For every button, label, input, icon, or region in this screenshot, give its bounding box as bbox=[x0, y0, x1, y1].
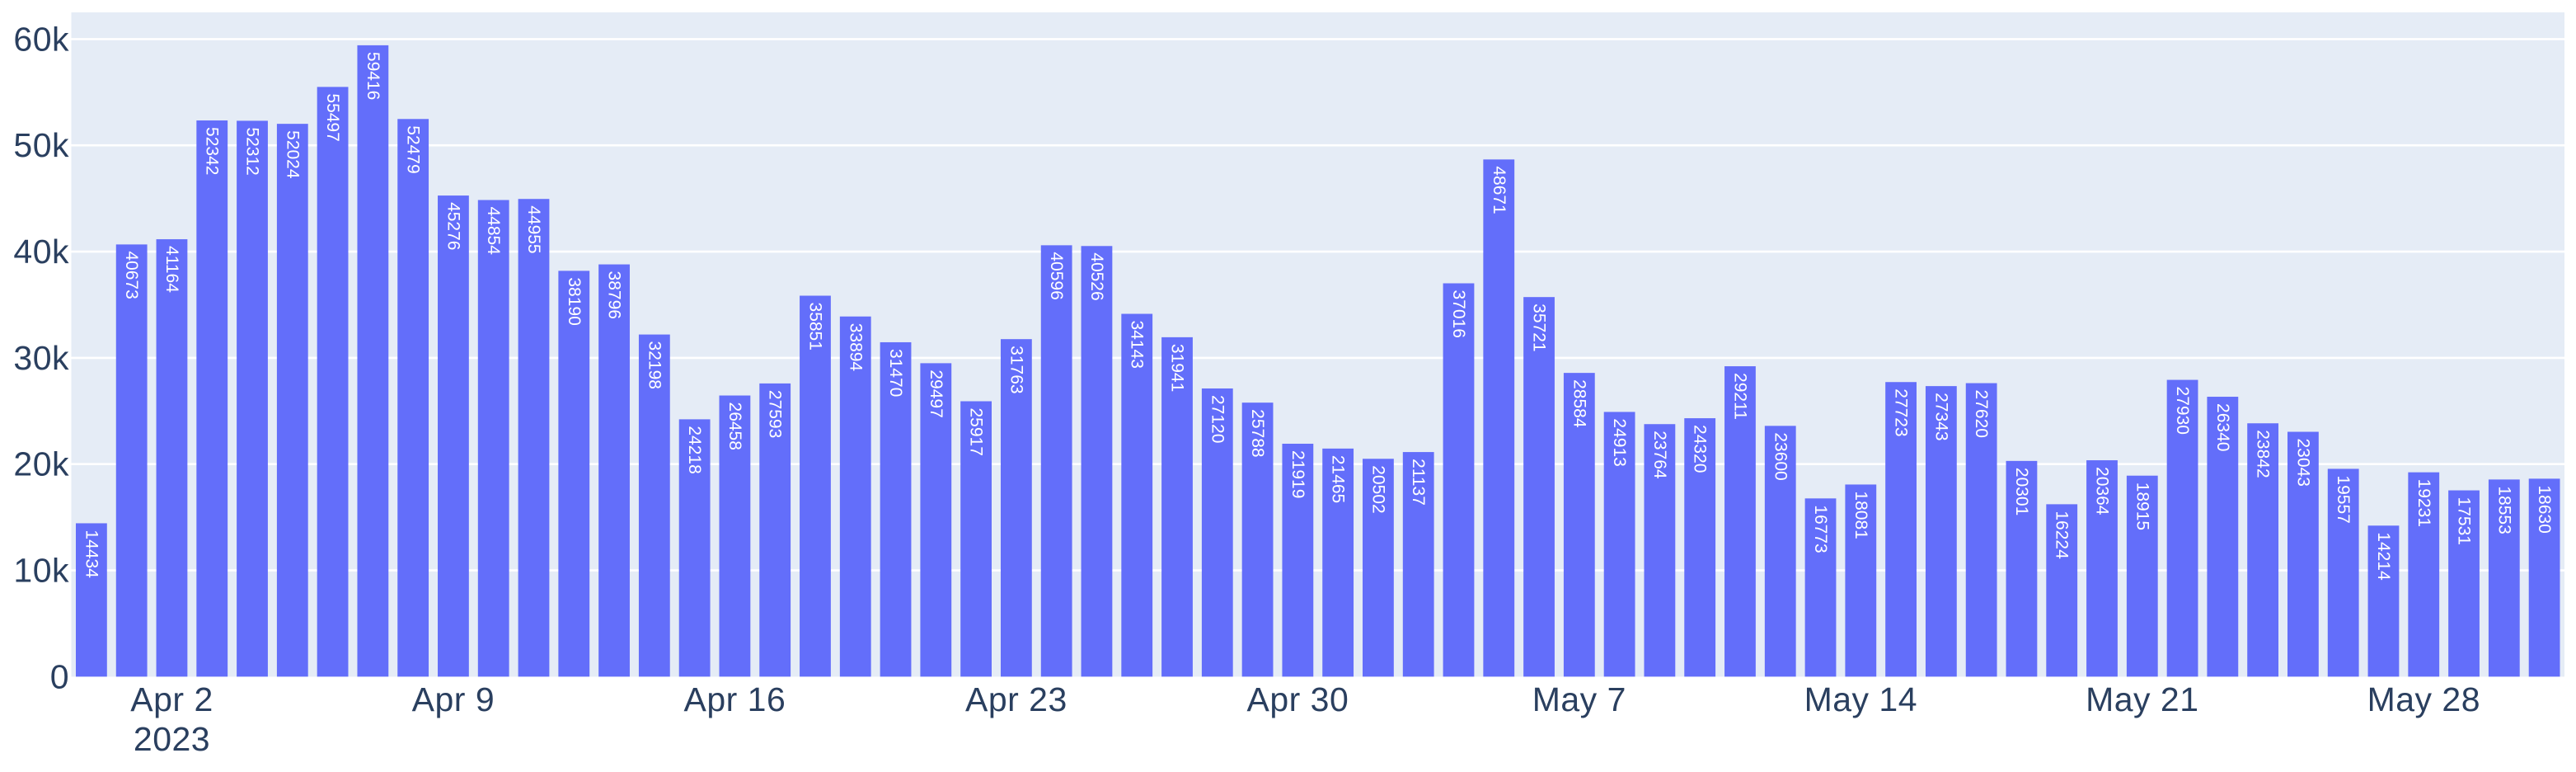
svg-text:2023: 2023 bbox=[134, 720, 210, 758]
svg-text:27120: 27120 bbox=[1208, 395, 1227, 443]
svg-text:25917: 25917 bbox=[967, 407, 986, 455]
svg-text:Apr 30: Apr 30 bbox=[1246, 680, 1349, 718]
svg-text:23600: 23600 bbox=[1771, 432, 1790, 480]
svg-text:Apr 16: Apr 16 bbox=[683, 680, 786, 718]
svg-text:27593: 27593 bbox=[766, 390, 785, 438]
svg-text:26340: 26340 bbox=[2213, 403, 2232, 451]
svg-text:May 14: May 14 bbox=[1804, 680, 1917, 718]
svg-text:20301: 20301 bbox=[2012, 468, 2031, 515]
svg-text:34143: 34143 bbox=[1128, 321, 1147, 369]
svg-text:27930: 27930 bbox=[2173, 387, 2192, 435]
svg-text:33894: 33894 bbox=[846, 323, 865, 372]
svg-text:27343: 27343 bbox=[1931, 393, 1950, 440]
svg-text:45276: 45276 bbox=[443, 202, 462, 250]
svg-text:38190: 38190 bbox=[565, 277, 584, 325]
svg-text:May 21: May 21 bbox=[2086, 680, 2198, 718]
svg-text:50k: 50k bbox=[13, 126, 69, 164]
svg-text:32198: 32198 bbox=[645, 341, 664, 389]
svg-text:19557: 19557 bbox=[2334, 475, 2353, 523]
svg-text:44955: 44955 bbox=[524, 205, 543, 253]
svg-text:24218: 24218 bbox=[685, 426, 704, 473]
svg-text:52479: 52479 bbox=[404, 125, 423, 173]
svg-text:23043: 23043 bbox=[2293, 439, 2312, 487]
svg-text:52312: 52312 bbox=[243, 127, 262, 175]
svg-text:20364: 20364 bbox=[2093, 467, 2112, 515]
svg-text:31763: 31763 bbox=[1006, 346, 1025, 393]
svg-text:52342: 52342 bbox=[203, 127, 222, 175]
svg-text:30k: 30k bbox=[13, 339, 69, 377]
svg-text:Apr 9: Apr 9 bbox=[412, 680, 495, 718]
svg-text:48671: 48671 bbox=[1490, 166, 1509, 214]
svg-text:35851: 35851 bbox=[805, 303, 824, 351]
svg-text:23842: 23842 bbox=[2254, 430, 2273, 478]
svg-text:Apr 2: Apr 2 bbox=[130, 680, 213, 718]
svg-text:0: 0 bbox=[50, 657, 69, 695]
svg-text:16773: 16773 bbox=[1811, 505, 1830, 553]
svg-text:18630: 18630 bbox=[2535, 485, 2554, 533]
svg-text:40596: 40596 bbox=[1047, 252, 1066, 299]
svg-text:May 28: May 28 bbox=[2367, 680, 2480, 718]
svg-text:19231: 19231 bbox=[2414, 479, 2433, 527]
svg-text:14434: 14434 bbox=[82, 530, 101, 578]
svg-text:27723: 27723 bbox=[1892, 388, 1911, 436]
svg-text:28584: 28584 bbox=[1570, 379, 1588, 428]
svg-text:16224: 16224 bbox=[2053, 511, 2072, 559]
svg-text:20502: 20502 bbox=[1368, 465, 1387, 513]
svg-text:52024: 52024 bbox=[283, 130, 302, 179]
svg-text:May 7: May 7 bbox=[1532, 680, 1626, 718]
svg-text:31470: 31470 bbox=[886, 349, 905, 397]
svg-text:Apr 23: Apr 23 bbox=[965, 680, 1067, 718]
svg-text:37016: 37016 bbox=[1449, 290, 1468, 338]
svg-text:38796: 38796 bbox=[605, 271, 624, 319]
svg-text:10k: 10k bbox=[13, 552, 69, 590]
svg-text:21465: 21465 bbox=[1329, 455, 1348, 503]
svg-text:18915: 18915 bbox=[2133, 482, 2151, 530]
svg-text:24320: 24320 bbox=[1691, 425, 1710, 473]
svg-text:29497: 29497 bbox=[927, 370, 945, 417]
svg-text:29211: 29211 bbox=[1730, 373, 1749, 420]
svg-text:14214: 14214 bbox=[2374, 532, 2393, 581]
svg-text:60k: 60k bbox=[13, 20, 69, 58]
svg-text:44854: 44854 bbox=[484, 207, 503, 256]
svg-text:35721: 35721 bbox=[1530, 304, 1549, 351]
svg-text:27620: 27620 bbox=[1972, 390, 1991, 438]
svg-text:17531: 17531 bbox=[2455, 497, 2474, 545]
svg-text:40526: 40526 bbox=[1087, 252, 1106, 300]
svg-text:24913: 24913 bbox=[1610, 418, 1629, 466]
svg-text:55497: 55497 bbox=[323, 93, 342, 141]
svg-text:23764: 23764 bbox=[1650, 431, 1669, 479]
svg-text:59416: 59416 bbox=[364, 52, 382, 100]
svg-text:26458: 26458 bbox=[725, 402, 744, 450]
svg-text:41164: 41164 bbox=[162, 246, 181, 293]
svg-text:18081: 18081 bbox=[1851, 491, 1870, 539]
svg-text:21137: 21137 bbox=[1409, 459, 1428, 506]
svg-text:40673: 40673 bbox=[122, 251, 141, 299]
svg-text:31941: 31941 bbox=[1168, 344, 1187, 392]
svg-text:21919: 21919 bbox=[1288, 450, 1307, 498]
svg-text:40k: 40k bbox=[13, 233, 69, 271]
svg-text:20k: 20k bbox=[13, 445, 69, 483]
svg-text:18553: 18553 bbox=[2494, 486, 2513, 534]
svg-text:25788: 25788 bbox=[1248, 409, 1267, 457]
